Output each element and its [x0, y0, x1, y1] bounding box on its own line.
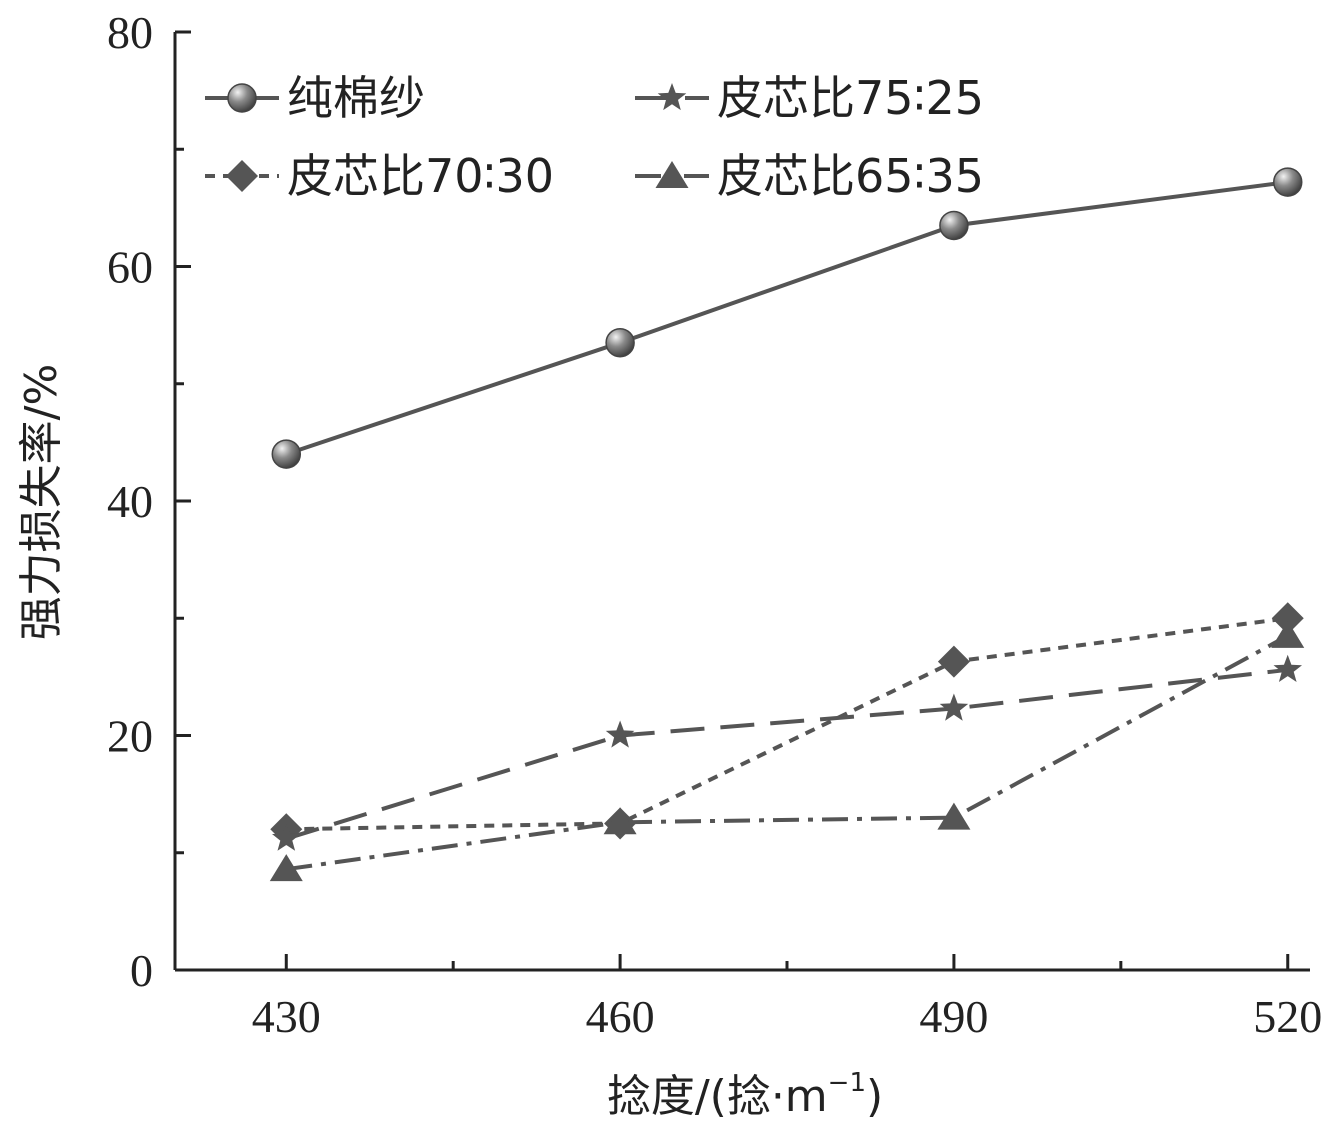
data-point-star	[939, 693, 969, 721]
data-point-star	[1273, 654, 1302, 682]
legend-marker-star	[657, 83, 687, 111]
data-point-triangle	[269, 854, 303, 882]
data-point-triangle	[1271, 620, 1305, 648]
y-axis-title: 强力损失率/%	[16, 364, 67, 641]
legend-item: 皮芯比70∶30	[205, 149, 554, 203]
series-1	[272, 654, 1302, 851]
data-point-circle	[271, 439, 302, 469]
data-point-triangle	[603, 807, 637, 835]
y-tick-label: 40	[107, 476, 153, 527]
legend-label: 皮芯比70∶30	[287, 149, 554, 203]
x-tick-label: 430	[252, 991, 321, 1042]
data-point-diamond	[937, 645, 970, 678]
data-point-circle	[605, 327, 635, 358]
series-line	[285, 667, 1288, 841]
data-point-triangle	[937, 802, 971, 830]
axes: 0 20 40 60 80 430 460 490 520	[107, 7, 1322, 1042]
legend-label: 皮芯比65∶35	[717, 149, 984, 203]
legend-marker-diamond	[226, 160, 258, 192]
legend-label: 皮芯比75∶25	[717, 71, 984, 125]
legend-item: 纯棉纱	[205, 71, 425, 125]
legend-label: 纯棉纱	[287, 71, 425, 125]
legend-marker-triangle	[655, 161, 689, 188]
y-tick-label: 20	[107, 711, 153, 762]
series-line	[285, 180, 1288, 456]
y-tick-label: 60	[107, 242, 153, 293]
data-point-circle	[939, 210, 969, 241]
data-point-circle	[1272, 167, 1303, 197]
x-tick-label: 490	[919, 991, 988, 1042]
legend-item: 皮芯比65∶35	[635, 149, 984, 203]
y-tick-label: 0	[130, 945, 153, 996]
series-3	[269, 620, 1305, 882]
data-point-diamond	[1271, 602, 1304, 635]
x-tick-label: 520	[1253, 991, 1322, 1042]
legend-marker-circle	[227, 83, 257, 113]
legend-item: 皮芯比75∶25	[635, 71, 984, 125]
data-point-star	[272, 823, 301, 851]
series-0	[271, 167, 1303, 469]
series-line	[286, 634, 1289, 872]
x-tick-label: 460	[586, 991, 655, 1042]
legend: 纯棉纱 皮芯比75∶25 皮芯比70∶30 皮芯比65∶35	[205, 71, 984, 203]
series-layer	[269, 167, 1305, 882]
y-tick-label: 80	[107, 7, 153, 58]
x-axis-title-tail: )	[866, 1071, 883, 1122]
x-axis-title-main: 捻度/(捻·m	[607, 1071, 828, 1122]
x-axis-title: 捻度/(捻·m−1)	[607, 1068, 883, 1122]
series-line	[286, 616, 1288, 832]
data-point-star	[605, 720, 635, 748]
x-axis-title-superscript: −1	[828, 1068, 866, 1098]
